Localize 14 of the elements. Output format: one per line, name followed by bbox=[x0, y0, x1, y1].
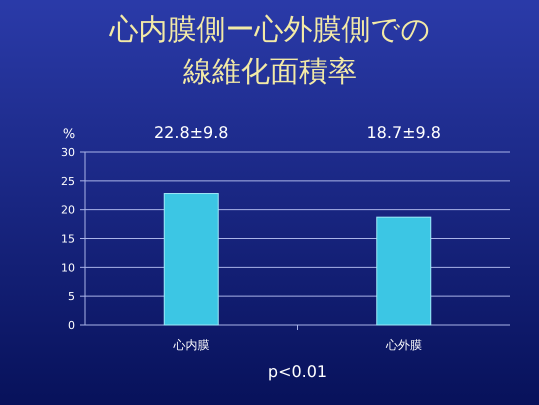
x-tick-label: 心外膜 bbox=[384, 338, 422, 352]
y-axis-title: % bbox=[62, 127, 76, 142]
x-tick-label: 心内膜 bbox=[172, 338, 210, 352]
text: 18.7±9.8 bbox=[366, 123, 441, 142]
text: p<0.01 bbox=[268, 362, 328, 381]
y-tick-label: 25 bbox=[61, 174, 75, 188]
chart-title: 心内膜側ー心外膜側での線維化面積率 bbox=[108, 11, 432, 90]
y-tick-label: 0 bbox=[68, 319, 75, 332]
y-tick-label: 10 bbox=[61, 261, 75, 274]
y-tick-label: 20 bbox=[61, 204, 75, 217]
y-tick-label: 15 bbox=[61, 232, 75, 246]
y-tick-label: 30 bbox=[61, 146, 75, 159]
y-tick-label: 5 bbox=[68, 290, 75, 304]
text: 22.8±9.8 bbox=[154, 123, 228, 142]
